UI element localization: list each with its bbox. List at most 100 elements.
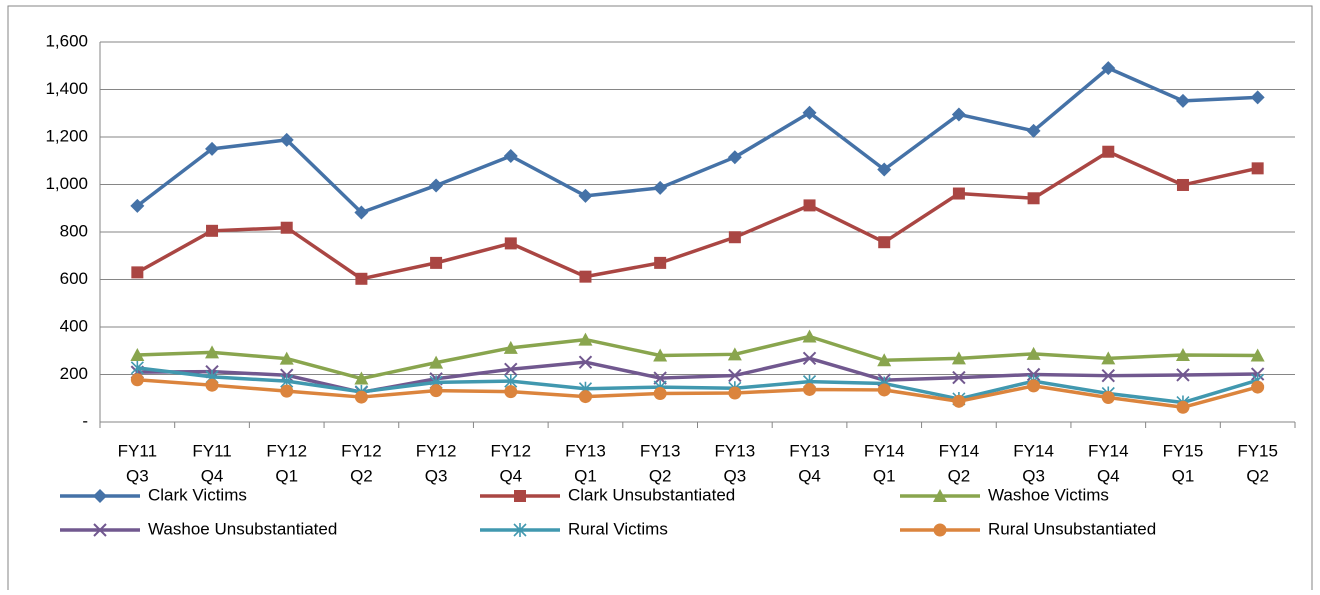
y-tick-label: 1,600	[45, 31, 88, 50]
marker	[952, 187, 965, 200]
marker	[802, 105, 817, 120]
y-tick-label: 800	[60, 221, 88, 240]
series-line	[137, 356, 1258, 395]
x-tick-label: Q4	[1097, 466, 1120, 485]
marker	[93, 523, 107, 537]
x-tick-label: Q1	[873, 466, 896, 485]
marker	[130, 198, 145, 213]
x-tick-label: FY15	[1237, 441, 1278, 460]
x-tick-label: Q4	[798, 466, 821, 485]
marker	[504, 385, 518, 399]
marker	[727, 347, 742, 361]
x-tick-label: FY12	[266, 441, 307, 460]
marker	[205, 141, 220, 156]
x-tick-label: FY14	[864, 441, 905, 460]
marker	[130, 373, 144, 387]
marker	[802, 351, 817, 366]
x-tick-label: FY13	[789, 441, 830, 460]
marker	[951, 351, 966, 365]
x-tick-label: Q2	[1246, 466, 1269, 485]
x-tick-label: FY15	[1163, 441, 1204, 460]
marker	[503, 149, 518, 163]
marker	[1251, 380, 1265, 394]
series-line	[136, 66, 1258, 215]
y-tick-label: 200	[60, 364, 88, 383]
marker	[877, 162, 892, 177]
y-tick-label: 600	[60, 269, 88, 288]
x-tick-label: Q4	[201, 466, 224, 485]
marker	[727, 150, 742, 165]
marker	[93, 489, 107, 503]
marker	[653, 348, 668, 362]
x-tick-label: FY11	[192, 441, 231, 460]
marker	[504, 362, 518, 376]
marker	[279, 351, 294, 365]
marker	[1101, 391, 1115, 405]
marker	[579, 270, 592, 283]
x-tick-label: Q2	[350, 466, 373, 485]
marker	[653, 387, 667, 400]
marker	[1251, 162, 1264, 175]
x-tick-label: FY12	[341, 441, 382, 460]
x-tick-label: FY14	[1088, 441, 1129, 460]
x-tick-label: FY11	[118, 441, 157, 460]
marker	[654, 256, 667, 269]
marker	[653, 180, 668, 195]
marker	[877, 353, 892, 367]
y-tick-label: 1,200	[45, 126, 88, 145]
y-tick-label: 400	[60, 316, 88, 335]
marker	[354, 205, 369, 220]
marker	[1101, 61, 1116, 76]
x-tick-label: FY13	[640, 441, 681, 460]
marker	[578, 390, 592, 404]
marker	[279, 132, 294, 147]
marker	[1175, 348, 1190, 362]
marker	[354, 390, 368, 404]
marker	[1176, 368, 1190, 382]
marker	[280, 221, 293, 234]
marker	[1101, 368, 1115, 383]
x-tick-label: FY12	[490, 441, 531, 460]
marker	[951, 107, 966, 122]
x-tick-label: Q1	[574, 466, 597, 485]
x-tick-label: Q3	[1022, 466, 1045, 485]
x-tick-label: Q1	[1172, 466, 1195, 485]
x-tick-label: Q3	[126, 466, 149, 485]
series-line	[136, 149, 1259, 281]
marker	[728, 386, 742, 400]
marker	[1027, 192, 1040, 205]
marker	[1027, 379, 1041, 393]
marker	[1175, 93, 1190, 108]
legend-label: Clark Victims	[148, 485, 247, 504]
marker	[514, 490, 526, 502]
marker	[429, 355, 444, 369]
marker	[578, 332, 593, 346]
marker	[578, 188, 593, 203]
marker	[280, 384, 294, 398]
marker	[130, 360, 144, 375]
x-tick-label: Q1	[275, 466, 298, 485]
marker	[354, 371, 369, 385]
y-tick-label: -	[82, 411, 88, 430]
y-tick-label: 1,000	[45, 174, 88, 193]
marker	[504, 237, 517, 250]
marker	[131, 266, 144, 279]
marker	[1176, 178, 1189, 191]
y-tick-label: 1,400	[45, 79, 88, 98]
marker	[130, 348, 145, 362]
x-tick-label: Q4	[499, 466, 522, 485]
series-line	[137, 334, 1258, 381]
legend-label: Clark Unsubstantiated	[568, 485, 735, 504]
marker	[1026, 123, 1041, 138]
marker	[1250, 90, 1265, 105]
x-tick-label: FY13	[565, 441, 606, 460]
series-line	[137, 377, 1259, 410]
chart-frame	[7, 5, 1313, 595]
marker	[429, 178, 444, 193]
marker	[728, 368, 742, 383]
legend-label: Washoe Victims	[988, 485, 1109, 504]
marker	[728, 231, 741, 244]
x-tick-label: FY14	[939, 441, 980, 460]
marker	[205, 345, 220, 359]
